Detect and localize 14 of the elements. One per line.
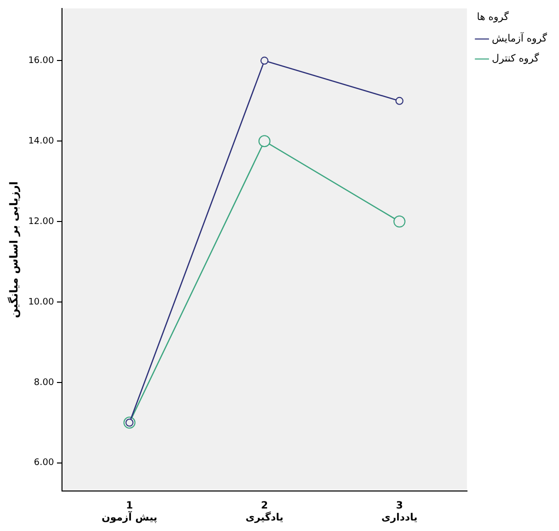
legend-label: گروه کنترل	[492, 52, 540, 65]
y-axis-title: ارزیابی بر اساس میانگین	[7, 181, 20, 318]
legend-label: گروه آزمایش	[492, 32, 548, 45]
point	[395, 96, 404, 105]
point	[260, 56, 268, 65]
y-tick-label: 14.00	[28, 136, 54, 146]
point	[393, 216, 406, 228]
y-tick-label: 6.00	[34, 458, 54, 468]
y-tick-label: 10.00	[28, 297, 54, 308]
point	[258, 135, 270, 148]
legend-title: گروه ها	[476, 12, 509, 23]
y-tick-label: 16.00	[28, 56, 54, 66]
y-tick-label: 12.00	[28, 216, 54, 227]
y-tick-label: 8.00	[34, 378, 54, 388]
